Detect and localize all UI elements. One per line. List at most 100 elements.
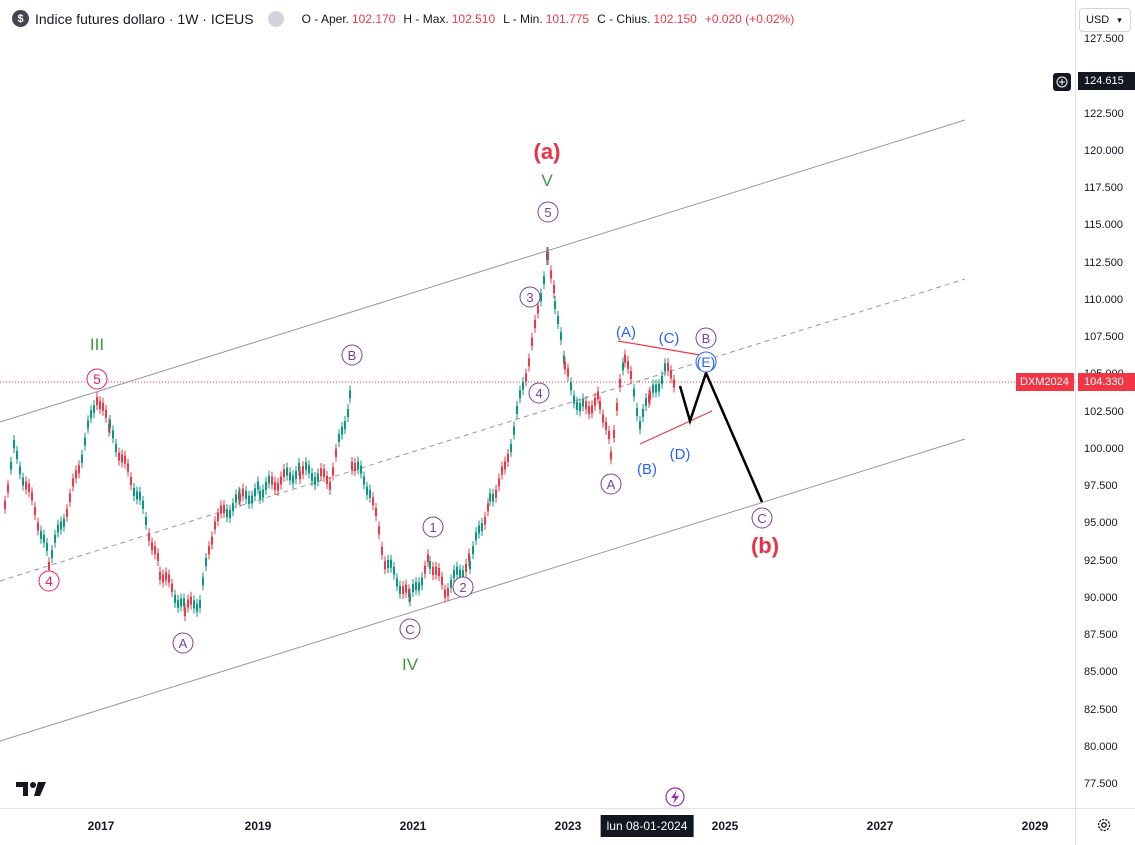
candle-body — [118, 452, 120, 461]
candle-body — [438, 568, 440, 577]
candle-body — [597, 391, 599, 400]
candle-body — [360, 465, 362, 474]
time-tick-label: 2017 — [87, 819, 115, 833]
candle-body — [645, 398, 647, 407]
channel-middle-line[interactable] — [0, 278, 966, 582]
price-tick-label: 85.000 — [1084, 666, 1118, 679]
wave-circle-purple-3: 3 — [519, 286, 541, 308]
tradingview-logo-icon[interactable] — [16, 778, 48, 803]
candle-body — [257, 481, 259, 490]
candle-body — [286, 467, 288, 476]
time-tick-label: 2023 — [554, 819, 582, 833]
candle-body — [393, 566, 395, 575]
candle-body — [159, 571, 161, 580]
settings-gear-icon[interactable] — [1096, 817, 1112, 833]
candle-body — [332, 467, 334, 476]
lightning-icon[interactable] — [665, 787, 685, 807]
candle-body — [133, 487, 135, 496]
candle-body — [472, 546, 474, 555]
candle-body — [498, 478, 500, 487]
candle-body — [341, 426, 343, 435]
candle-body — [289, 472, 291, 481]
candle-body — [550, 270, 552, 279]
candle-body — [537, 305, 539, 314]
candle-body — [298, 462, 300, 471]
close-value: 102.150 — [653, 11, 697, 26]
candle-body — [408, 589, 410, 598]
candle-body — [302, 466, 304, 475]
candle-body — [4, 500, 6, 509]
projection-path[interactable] — [678, 369, 764, 503]
svg-text:C: C — [757, 511, 766, 526]
price-tick-label: 80.000 — [1084, 740, 1118, 753]
dollar-symbol-icon: $ — [12, 10, 29, 27]
candle-body — [649, 391, 651, 400]
candle-body — [54, 534, 56, 543]
candle-body — [481, 523, 483, 532]
candle-body — [311, 473, 313, 482]
price-axis[interactable]: 127.500 122.500 120.000 117.500 115.000 112.5… — [1075, 0, 1135, 808]
channel-upper-line[interactable] — [0, 119, 966, 423]
candle-body — [217, 512, 219, 521]
triangle-lower-line[interactable] — [639, 410, 713, 445]
wave-label-blue-A: (A) — [616, 324, 636, 341]
candle-body — [196, 603, 198, 612]
candle-body — [673, 379, 675, 388]
candle-body — [154, 546, 156, 555]
candle-body — [396, 578, 398, 587]
price-tick-label: 90.000 — [1084, 591, 1118, 604]
candle-body — [655, 384, 657, 393]
candle-body — [489, 493, 491, 502]
candle-body — [465, 563, 467, 572]
eye-icon[interactable] — [267, 10, 284, 27]
candle-body — [664, 363, 666, 372]
candle-body — [510, 443, 512, 452]
candle-body — [381, 546, 383, 555]
candle-body — [492, 493, 494, 502]
candle-body — [66, 508, 68, 517]
chart-area[interactable]: (a) (b) III V IV 5 4 A B 1 C — [0, 0, 1075, 808]
symbol-title[interactable]: Indice futures dollaro · 1W · ICEUS — [35, 10, 254, 27]
time-tick-label: 2027 — [866, 819, 894, 833]
price-tick-label: 122.500 — [1084, 107, 1124, 120]
wave-circle-purple-B-2020: B — [341, 344, 363, 366]
candle-body — [248, 495, 250, 504]
candle-body — [81, 454, 83, 463]
candle-body — [387, 559, 389, 568]
candle-body — [531, 337, 533, 346]
plus-circle-icon[interactable] — [1053, 73, 1071, 91]
candle-body — [69, 493, 71, 502]
candle-body — [661, 375, 663, 384]
candle-body — [271, 476, 273, 485]
wave-label-blue-B: (B) — [637, 461, 657, 478]
triangle-upper-line[interactable] — [617, 340, 707, 357]
svg-text:5: 5 — [544, 205, 551, 220]
candle-body — [115, 443, 117, 452]
channel-lower-line[interactable] — [0, 438, 966, 742]
candle-body — [254, 488, 256, 497]
wave-label-blue-C: (C) — [659, 330, 680, 347]
candle-body — [435, 566, 437, 575]
candle-body — [487, 503, 489, 512]
price-tick-label: 117.500 — [1084, 182, 1123, 194]
candle-body — [127, 463, 129, 472]
time-axis[interactable]: 2017 2019 2021 2023 2025 2027 2029 lun 08-01-2… — [0, 808, 1075, 845]
currency-button[interactable]: USD ▾ — [1079, 8, 1131, 32]
candle-body — [193, 600, 195, 609]
candle-body — [259, 490, 261, 499]
candle-body — [516, 405, 518, 414]
candle-body — [579, 403, 581, 412]
candle-body — [553, 285, 555, 294]
time-tick-label: 2025 — [711, 819, 739, 833]
wave-circle-purple-B-2024: B — [695, 327, 717, 349]
candle-body — [145, 516, 147, 525]
candle-body — [475, 532, 477, 541]
candle-body — [658, 383, 660, 392]
candle-body — [84, 437, 86, 446]
candle-body — [329, 481, 331, 490]
candle-body — [357, 461, 359, 470]
close-label: C - Chius. — [597, 11, 651, 26]
chart-canvas[interactable]: (a) (b) III V IV 5 4 A B 1 C — [0, 0, 1075, 808]
candle-body — [314, 476, 316, 485]
candle-body — [326, 475, 328, 484]
